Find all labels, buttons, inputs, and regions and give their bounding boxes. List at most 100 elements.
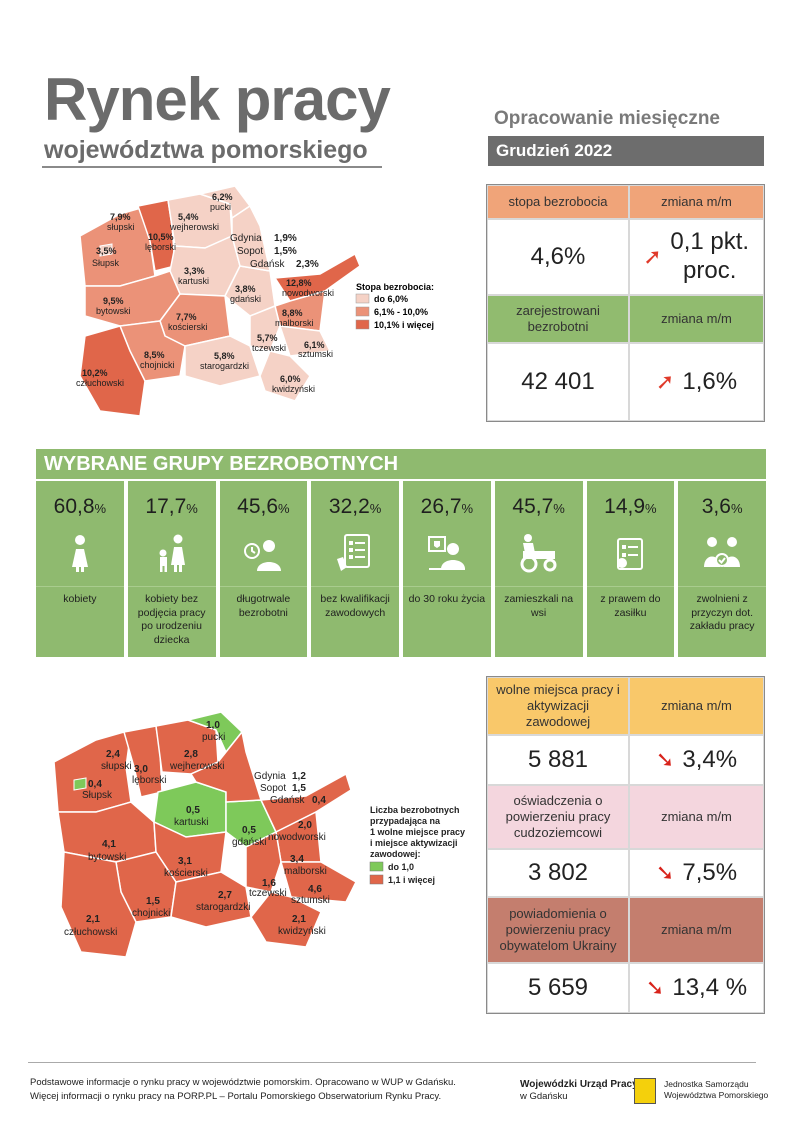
change-header: zmiana m/m: [629, 677, 764, 735]
group-label: bez kwalifikacji zawodowych: [311, 586, 399, 657]
registered-header: zarejestrowani bezrobotni: [487, 295, 629, 343]
map-label-name: gdański: [232, 837, 266, 848]
group-label: z prawem do zasiłku: [586, 586, 675, 657]
group-percent: 60,8%: [53, 495, 107, 518]
notifications-change: ➘ 13,4 %: [629, 963, 764, 1013]
map-label-name: chojnicki: [140, 360, 175, 370]
map-region-gdanski: [224, 265, 276, 317]
young-person-icon: [427, 536, 465, 570]
title-divider: [42, 166, 382, 168]
map-label-name: wejherowski: [169, 761, 224, 772]
svg-text:6,1% - 10,0%: 6,1% - 10,0%: [374, 307, 428, 317]
map-region-trojmiasto: [231, 204, 271, 272]
jst-line-1: Jednostka Samorządu: [664, 1079, 749, 1089]
map-label-name: sztumski: [291, 895, 330, 906]
map-label-value: 2,1: [292, 914, 306, 925]
map-label-name: słupski: [101, 761, 132, 772]
group-label: zwolnieni z przyczyn dot. zakładu pracy: [678, 586, 766, 657]
report-type: Opracowanie miesięczne: [494, 108, 720, 129]
unemployment-rate-change: ➚ 0,1 pkt. proc.: [629, 219, 764, 295]
report-month: Grudzień 2022: [488, 136, 764, 166]
group-label: zamieszkali na wsi: [494, 586, 583, 657]
map-label-name: kwidzyński: [272, 384, 315, 394]
map-label-value: 10,5%: [148, 232, 174, 242]
jst-logo: Jednostka Samorządu Województwa Pomorski…: [664, 1079, 768, 1102]
city-value: 1,5%: [274, 246, 297, 257]
footer-line-2: Więcej informacji o rynku pracy na PORP.…: [30, 1090, 442, 1102]
map-region-sztumski: [278, 325, 332, 357]
group-card: 17,7% kobiety bez podjęcia pracy po urod…: [127, 481, 216, 657]
city-name: Gdańsk: [270, 795, 305, 806]
change-header: zmiana m/m: [629, 185, 764, 219]
map-label-value: 3,5%: [96, 246, 117, 256]
group-percent: 14,9%: [604, 495, 657, 518]
group-label: kobiety: [36, 586, 124, 657]
svg-text:10,1% i więcej: 10,1% i więcej: [374, 320, 434, 330]
notifications-value: 5 659: [487, 963, 629, 1013]
footer-text: Podstawowe informacje o rynku pracy w wo…: [30, 1076, 456, 1104]
map-label-name: nowodworski: [282, 288, 334, 298]
wup-logo: Wojewódzki Urząd Pracy w Gdańsku: [520, 1078, 638, 1104]
arrow-up-icon: ➚: [643, 244, 662, 269]
unemployment-rate-header: stopa bezrobocia: [487, 185, 629, 219]
map-label-name: lęborski: [132, 775, 166, 786]
map-label-name: Słupsk: [92, 258, 120, 268]
map-label-name: kościerski: [164, 868, 208, 879]
map-label-value: 5,8%: [214, 351, 235, 361]
declarations-change: ➘ 7,5%: [629, 849, 764, 897]
city-value: 0,4: [312, 795, 326, 806]
map-label-value: 12,8%: [286, 278, 312, 288]
offers-map-labels: 1,0 pucki 2,4 słupski 2,8 wejherowski 3,…: [64, 720, 330, 938]
wup-name: Wojewódzki Urząd Pracy: [520, 1079, 638, 1090]
map-label-name: Słupsk: [82, 790, 113, 801]
rate-map-legend: Stopa bezrobocia: do 6,0% 6,1% - 10,0% 1…: [355, 282, 434, 330]
map-label-value: 4,1: [102, 839, 116, 850]
svg-text:1,1 i więcej: 1,1 i więcej: [388, 875, 435, 885]
city-name: Sopot: [237, 246, 263, 257]
notifications-header: powiadomienia o powierzeniu pracy obywat…: [487, 897, 629, 963]
offers-map-legend: Liczba bezrobotnych przypadająca na 1 wo…: [369, 805, 465, 885]
map-label-value: 3,1: [178, 856, 192, 867]
map-label-value: 1,5: [146, 896, 160, 907]
map-label-name: pucki: [202, 732, 225, 743]
group-label: kobiety bez podjęcia pracy po urodzeniu …: [127, 586, 216, 657]
map-label-value: 0,5: [242, 825, 256, 836]
map-label-name: kościerski: [168, 322, 208, 332]
map-label-value: 2,7: [218, 890, 232, 901]
woman-icon: [71, 535, 88, 572]
map-region-tczewski: [245, 830, 282, 893]
map-label-value: 1,0: [206, 720, 220, 731]
map-label-name: tczewski: [249, 888, 287, 899]
map-label-value: 2,1: [86, 914, 100, 925]
handshake-icon: [704, 537, 741, 567]
arrow-down-icon: ➘: [655, 747, 675, 772]
group-percent: 26,7%: [420, 495, 474, 518]
map-label-value: 2,4: [106, 749, 120, 760]
benefit-document-icon: [617, 538, 644, 570]
map-label-name: bytowski: [88, 852, 126, 863]
change-header: zmiana m/m: [629, 295, 764, 343]
map-label-value: 3,0: [134, 764, 148, 775]
city-value: 1,9%: [274, 233, 297, 244]
svg-text:Liczba bezrobotnych: Liczba bezrobotnych: [370, 805, 460, 815]
map-region-czluchowski: [60, 851, 137, 958]
footer-divider: [28, 1062, 756, 1063]
map-region-slupsk: [99, 243, 113, 257]
offers-map-cities: Gdynia 1,2 Sopot 1,5 Gdańsk 0,4: [254, 771, 326, 806]
map-label-value: 6,1%: [304, 340, 325, 350]
group-card: 14,9% z prawem do zasiłku: [586, 481, 675, 657]
city-name: Gdynia: [230, 233, 262, 244]
map-label-value: 6,0%: [280, 374, 301, 384]
change-header: zmiana m/m: [629, 785, 764, 849]
group-percent: 32,2%: [328, 495, 382, 518]
declarations-header: oświadczenia o powierzeniu pracy cudzozi…: [487, 785, 629, 849]
map-label-value: 5,7%: [257, 333, 278, 343]
group-card: 45,7% zamieszkali na wsi: [494, 481, 583, 657]
map-label-value: 0,5: [186, 805, 200, 816]
groups-grid: 60,8% kobiety 17,7% kobiety bez podjęcia…: [36, 481, 766, 657]
group-card: 60,8% kobiety: [36, 481, 124, 657]
city-name: Sopot: [260, 783, 286, 794]
group-card: 3,6% zwolnieni z przyczyn dot. zakładu p…: [678, 481, 766, 657]
wup-city: w Gdańsku: [520, 1091, 568, 1103]
map-label-name: kwidzyński: [278, 926, 326, 937]
